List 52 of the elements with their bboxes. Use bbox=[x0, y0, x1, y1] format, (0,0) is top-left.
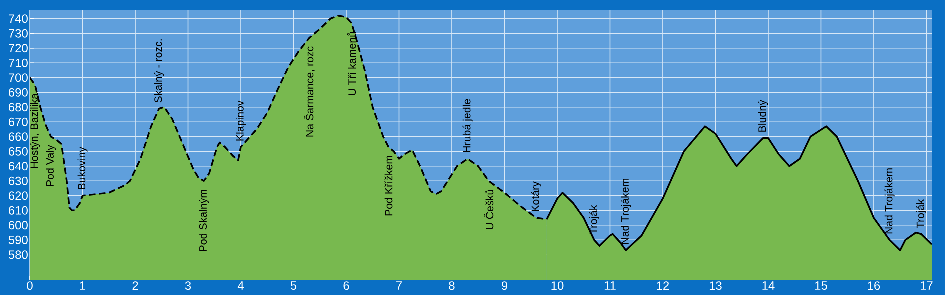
y-tick-label: 620 bbox=[9, 192, 28, 200]
annotation: Pod Křížkem bbox=[384, 156, 393, 216]
y-tick-label: 700 bbox=[9, 74, 28, 82]
y-tick-label: 660 bbox=[9, 132, 28, 142]
annotation: U Češků bbox=[484, 190, 494, 230]
x-tick-label: 5 bbox=[290, 282, 297, 290]
y-tick-label: 740 bbox=[9, 14, 28, 24]
x-tick-label: 16 bbox=[868, 282, 880, 290]
annotation: Klapinov bbox=[236, 100, 246, 141]
annotation: Hostýn, Bazilika bbox=[30, 94, 40, 169]
y-tick-label: 580 bbox=[8, 250, 28, 260]
y-tick-label: 690 bbox=[9, 88, 28, 97]
y-tick-label: 600 bbox=[9, 221, 28, 230]
x-tick-label: 17 bbox=[920, 282, 933, 290]
y-tick-label: 630 bbox=[9, 176, 28, 186]
x-tick-label: 7 bbox=[396, 282, 402, 290]
y-tick-label: 720 bbox=[9, 44, 28, 53]
annotation: Nad Trojákem bbox=[621, 179, 632, 244]
annotation: Nad Trojákem bbox=[884, 168, 895, 234]
annotation: U Tří kamenů bbox=[347, 32, 356, 96]
x-tick-label: 0 bbox=[27, 282, 33, 290]
x-tick-label: 15 bbox=[815, 282, 828, 290]
annotation: Bludný bbox=[758, 100, 768, 132]
x-tick-label: 13 bbox=[710, 282, 722, 290]
annotation: Pod Skalným bbox=[199, 190, 210, 252]
annotation: Bukoviny bbox=[78, 147, 88, 190]
x-tick-label: 6 bbox=[344, 282, 350, 290]
y-tick-label: 640 bbox=[9, 162, 28, 171]
x-tick-label: 1 bbox=[80, 282, 86, 290]
annotation: Skalný - rozc. bbox=[154, 40, 164, 103]
y-tick-label: 670 bbox=[9, 118, 28, 126]
annotation: Na Šarmance, rozc bbox=[304, 46, 315, 137]
x-tick-label: 3 bbox=[185, 282, 192, 290]
y-tick-label: 680 bbox=[9, 103, 28, 112]
x-tick-label: 14 bbox=[762, 282, 775, 290]
annotation: Troják bbox=[589, 205, 600, 234]
x-tick-label: 9 bbox=[502, 282, 508, 290]
x-tick-label: 12 bbox=[657, 282, 670, 290]
annotation: Kotáry bbox=[531, 182, 542, 212]
annotation: Pod Valy bbox=[46, 145, 56, 186]
x-tick-label: 10 bbox=[552, 282, 564, 290]
annotation: Troják bbox=[916, 199, 926, 228]
x-tick-label: 4 bbox=[238, 282, 244, 290]
y-tick-label: 730 bbox=[9, 29, 28, 38]
x-tick-label: 11 bbox=[604, 282, 616, 290]
y-tick-label: 650 bbox=[9, 147, 28, 156]
annotation: Hrubá jedle bbox=[462, 99, 473, 153]
x-tick-label: 8 bbox=[449, 282, 455, 290]
x-tick-label: 2 bbox=[132, 282, 138, 290]
y-tick-label: 610 bbox=[9, 206, 28, 215]
y-tick-label: 710 bbox=[9, 58, 28, 68]
y-tick-label: 590 bbox=[8, 236, 28, 244]
